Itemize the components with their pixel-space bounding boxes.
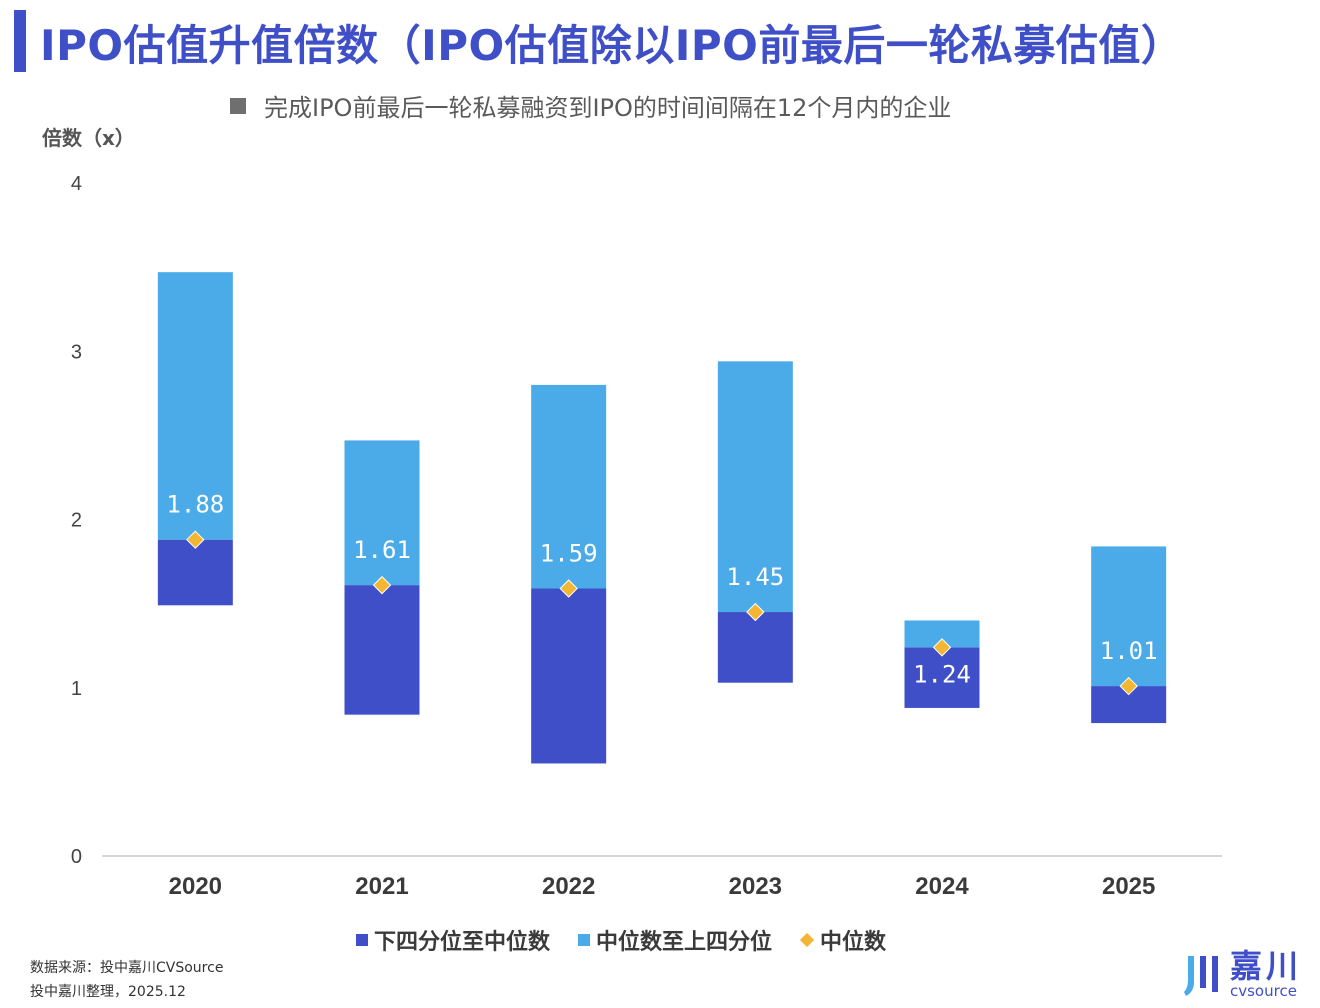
legend-item-median: 中位数 — [799, 924, 887, 956]
logo-mark-icon — [1183, 955, 1218, 996]
bar-median-to-upper — [344, 440, 420, 586]
bar-lower-to-median — [531, 588, 607, 764]
legend-label-upper: 中位数至上四分位 — [596, 930, 773, 955]
y-tick-label: 0 — [71, 846, 82, 868]
bar-median-to-upper — [531, 384, 607, 589]
x-tick-label: 2022 — [542, 873, 595, 900]
legend-swatch-upper — [578, 934, 591, 946]
data-label: 1.24 — [913, 660, 971, 688]
x-tick-label: 2023 — [729, 873, 782, 900]
y-tick-label: 4 — [71, 173, 82, 195]
subtitle-square-icon — [230, 97, 246, 114]
x-tick-label: 2024 — [915, 873, 969, 900]
x-tick-label: 2020 — [169, 873, 222, 900]
legend-item-lower: 下四分位至中位数 — [356, 924, 550, 956]
bar-lower-to-median — [344, 585, 420, 715]
legend-item-upper: 中位数至上四分位 — [578, 924, 772, 956]
title-accent-bar — [14, 10, 26, 72]
median-marker — [932, 638, 952, 657]
data-label: 1.88 — [166, 491, 224, 519]
bar-median-to-upper — [157, 272, 233, 540]
logo-english-text: cvsource — [1229, 982, 1297, 1000]
y-axis-label: 倍数（x） — [42, 126, 135, 150]
cvsource-logo: 嘉川 cvsource — [1182, 950, 1302, 999]
data-label: 1.59 — [540, 539, 598, 567]
median-marker — [746, 602, 765, 622]
data-label: 1.01 — [1100, 637, 1158, 665]
legend-diamond-icon — [799, 932, 815, 948]
median-marker — [1119, 676, 1138, 696]
source-line-1: 数据来源：投中嘉川CVSource — [30, 960, 224, 976]
median-marker — [372, 575, 392, 595]
legend: 下四分位至中位数 中位数至上四分位 中位数 — [356, 924, 914, 956]
source-note: 数据来源：投中嘉川CVSource 投中嘉川整理，2025.12 — [30, 956, 223, 1004]
x-tick-label: 2021 — [355, 873, 408, 900]
data-label: 1.45 — [726, 563, 784, 591]
bar-median-to-upper — [717, 361, 793, 613]
x-tick-label: 2025 — [1102, 873, 1155, 900]
data-label: 1.61 — [353, 536, 411, 564]
logo-chinese-text: 嘉川 — [1229, 947, 1302, 985]
median-marker — [559, 579, 578, 598]
legend-label-median: 中位数 — [820, 930, 887, 955]
y-tick-label: 1 — [71, 678, 82, 700]
chart-title: IPO估值升值倍数（IPO估值除以IPO前最后一轮私募估值） — [40, 21, 1184, 70]
median-marker — [186, 530, 205, 549]
bar-lower-to-median — [717, 612, 793, 683]
legend-label-lower: 下四分位至中位数 — [374, 930, 551, 955]
legend-swatch-lower — [356, 934, 368, 946]
subtitle-text: 完成IPO前最后一轮私募融资到IPO的时间间隔在12个月内的企业 — [264, 94, 952, 122]
bar-lower-to-median — [904, 647, 980, 708]
y-tick-label: 2 — [71, 510, 82, 532]
chart-subtitle: 完成IPO前最后一轮私募融资到IPO的时间间隔在12个月内的企业 — [230, 88, 951, 123]
bar-lower-to-median — [157, 539, 233, 606]
source-line-2: 投中嘉川整理，2025.12 — [30, 984, 186, 1000]
y-tick-label: 3 — [71, 341, 82, 363]
bar-median-to-upper — [1091, 546, 1167, 687]
